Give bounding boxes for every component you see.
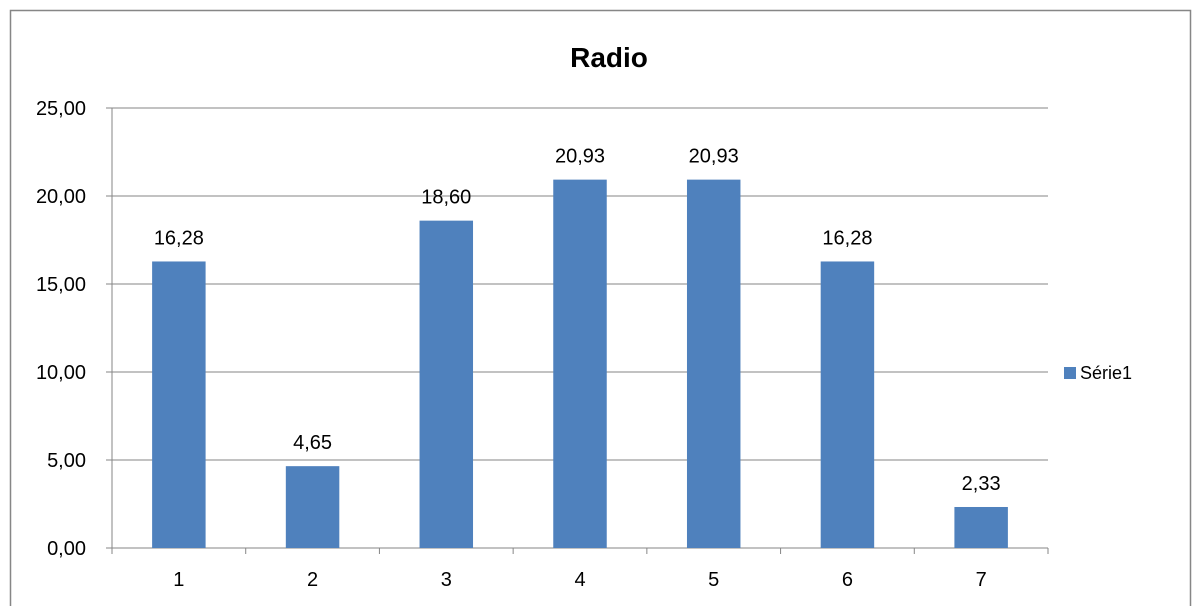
data-label-3: 18,60 xyxy=(421,187,471,209)
bar-6 xyxy=(820,261,875,548)
legend-label-serie1: Série1 xyxy=(1080,363,1132,383)
bar-1 xyxy=(152,261,206,548)
data-label-4: 20,93 xyxy=(555,146,605,168)
x-tick-label: 7 xyxy=(976,569,987,591)
data-label-1: 16,28 xyxy=(154,227,204,249)
y-tick-label: 10,00 xyxy=(36,362,86,384)
x-tick-label: 5 xyxy=(708,569,719,591)
chart-title: Radio xyxy=(570,42,648,73)
data-label-7: 2,33 xyxy=(962,473,1001,495)
bar-7 xyxy=(954,506,1008,548)
y-tick-label: 20,00 xyxy=(36,186,86,208)
y-tick-label: 5,00 xyxy=(47,450,86,472)
axes: 0,00 5,00 10,00 15,00 20,00 25,00 1 2 3 4 5 6 7 xyxy=(36,98,1049,591)
data-label-2: 4,65 xyxy=(293,432,332,454)
bar-3 xyxy=(419,220,474,548)
data-labels: 16,28 4,65 18,60 20,93 20,93 16,28 2,33 xyxy=(154,146,1001,495)
bar-5 xyxy=(686,179,741,548)
bar-4 xyxy=(553,179,607,548)
data-label-6: 16,28 xyxy=(822,227,872,249)
legend-swatch xyxy=(1064,367,1076,379)
y-tick-label: 25,00 xyxy=(36,98,86,120)
bars xyxy=(152,179,1008,548)
data-label-5: 20,93 xyxy=(689,146,739,168)
x-tick-label: 3 xyxy=(441,569,452,591)
bar-2 xyxy=(285,466,340,548)
x-tick-label: 2 xyxy=(307,569,318,591)
legend: Série1 xyxy=(1064,363,1132,383)
y-tick-label: 0,00 xyxy=(47,538,86,560)
x-tick-label: 6 xyxy=(842,569,853,591)
y-tick-label: 15,00 xyxy=(36,274,86,296)
x-tick-label: 1 xyxy=(173,569,184,591)
x-tick-label: 4 xyxy=(574,569,585,591)
